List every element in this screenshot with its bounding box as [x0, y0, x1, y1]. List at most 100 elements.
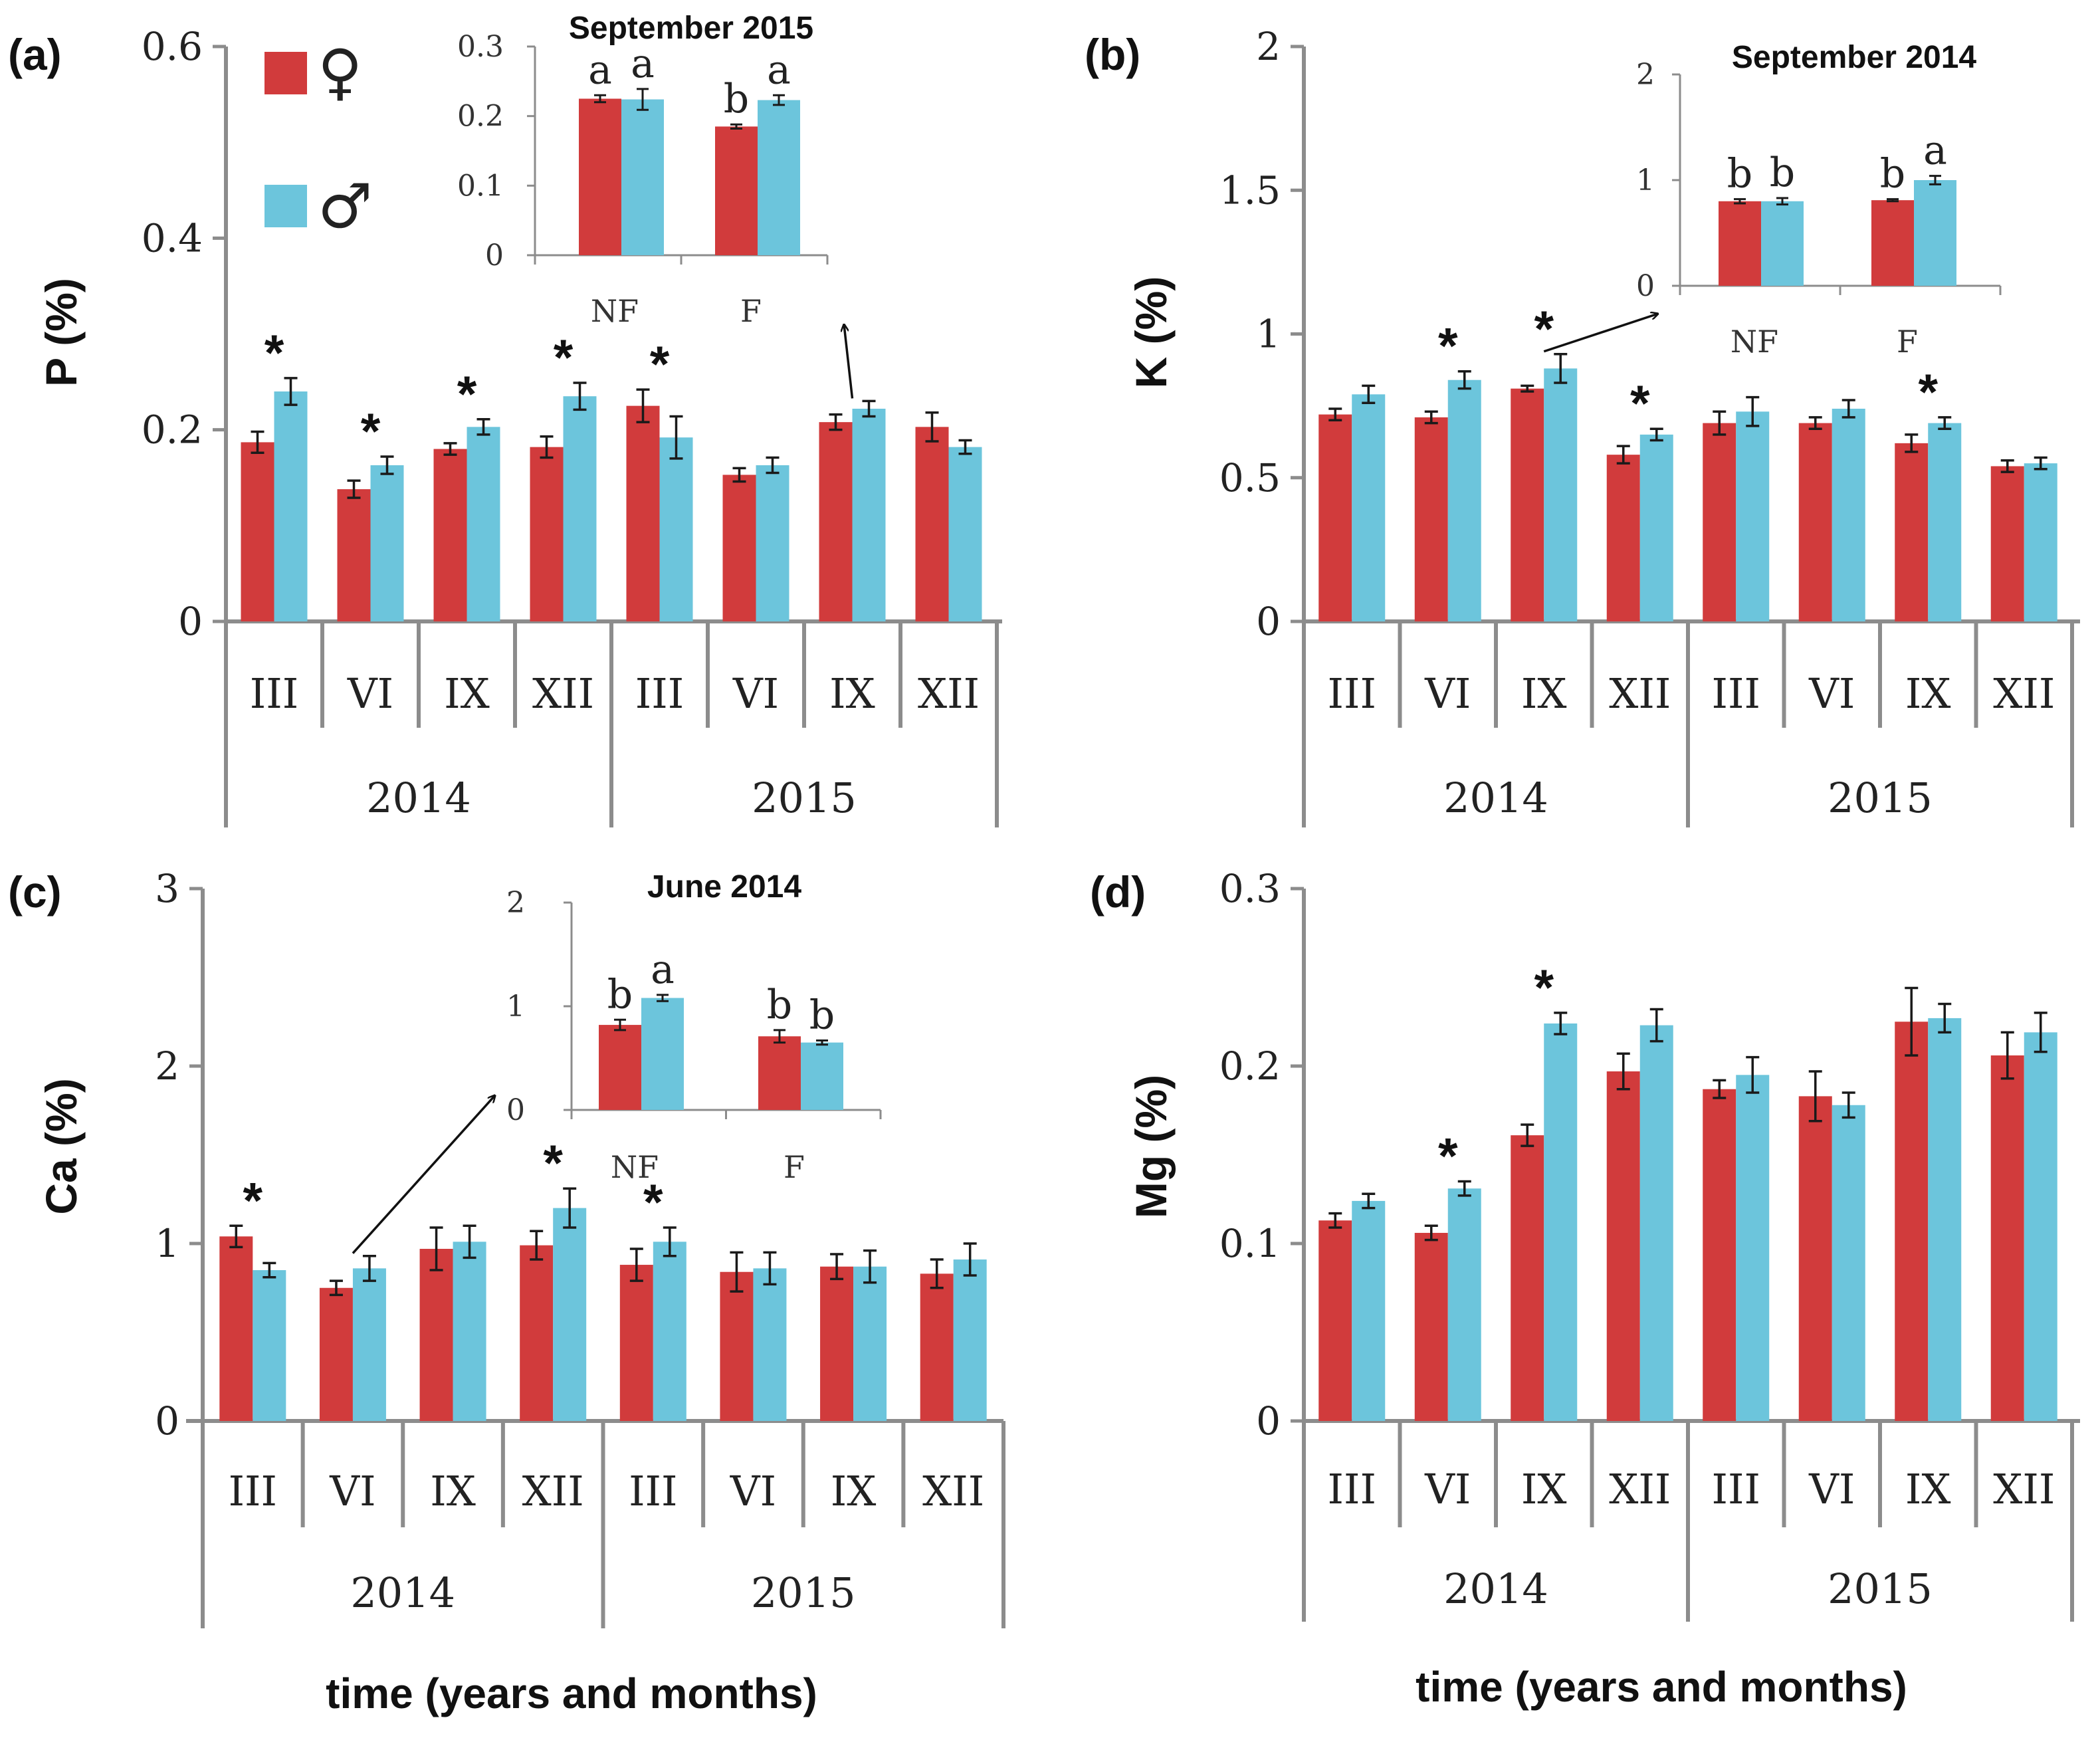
inset-arrow — [1543, 314, 1658, 353]
inset-bar-female — [599, 1025, 641, 1110]
inset-bar-female — [579, 98, 621, 255]
x-tick-label: III — [1328, 669, 1376, 718]
y-tick-label: 1 — [155, 1221, 179, 1266]
x-tick-label: IX — [430, 1467, 476, 1515]
inset-letter: a — [767, 47, 791, 93]
inset-letter: a — [588, 47, 612, 93]
bar-female — [1990, 466, 2024, 621]
significance-star: * — [264, 325, 284, 381]
inset-letter: b — [809, 992, 835, 1038]
y-tick-label: 3 — [155, 866, 179, 911]
inset-bar-female — [758, 1036, 801, 1110]
significance-star: * — [1438, 1129, 1458, 1185]
significance-star: * — [1438, 318, 1458, 375]
bar-male — [753, 1268, 787, 1421]
significance-star: * — [243, 1172, 263, 1229]
y-tick-label: 0 — [155, 1398, 179, 1444]
inset-y-tick-label: 0.3 — [457, 30, 504, 64]
year-label: 2014 — [1443, 774, 1548, 822]
panel-c-xtitle: time (years and months) — [326, 1670, 817, 1717]
panel-b-label: (b) — [1085, 30, 1140, 79]
x-tick-label: VI — [347, 669, 393, 718]
bar-male — [352, 1268, 386, 1421]
bar-male — [1544, 368, 1578, 621]
inset-bar-male — [801, 1042, 843, 1110]
bar-male — [370, 465, 404, 621]
chart-c: 0 1 2 3 III VI IX XII III VI IX XII 2014 2015 * * * June … — [155, 866, 1005, 1628]
year-label: 2014 — [1443, 1565, 1548, 1613]
inset-letter: a — [631, 41, 655, 87]
inset-arrow — [844, 324, 854, 399]
x-tick-label: VI — [730, 1467, 776, 1515]
bar-female — [626, 405, 660, 621]
x-tick-label: VI — [329, 1467, 375, 1515]
panel-d-xtitle: time (years and months) — [1416, 1663, 1907, 1711]
panel-d: (d) Mg (%) time (years and months) — [1090, 867, 1907, 1711]
inset-letter: a — [651, 946, 675, 993]
legend-female-swatch — [264, 52, 307, 94]
year-label: 2014 — [350, 1569, 455, 1617]
bar-male — [948, 447, 982, 621]
bar-female — [433, 449, 467, 621]
bar-female — [1798, 423, 1832, 621]
x-tick-label: XII — [532, 669, 594, 718]
significance-star: * — [1534, 960, 1554, 1016]
bar-female — [520, 1245, 554, 1421]
x-tick-label: XII — [1609, 669, 1671, 718]
inset-category-label: NF — [1731, 324, 1778, 360]
bar-male — [1928, 1018, 1962, 1421]
inset-category-label: F — [1897, 324, 1918, 360]
inset-y-tick-label: 2 — [1636, 58, 1655, 92]
inset-category-label: F — [740, 293, 762, 329]
x-tick-label: XII — [1993, 1465, 2055, 1513]
bar-male — [1447, 1188, 1481, 1421]
x-tick-label: IX — [1521, 669, 1567, 718]
x-tick-label: IX — [1905, 669, 1951, 718]
bar-female — [619, 1265, 653, 1421]
x-tick-label: VI — [732, 669, 779, 718]
x-tick-label: VI — [1424, 669, 1471, 718]
inset-title: September 2015 — [569, 11, 813, 46]
inset-category-label: NF — [611, 1149, 659, 1185]
x-tick-label: VI — [1424, 1465, 1471, 1513]
y-tick-label: 0 — [178, 599, 203, 644]
y-tick-label: 0.2 — [1219, 1043, 1281, 1089]
y-tick-label: 0.3 — [1219, 866, 1281, 911]
inset-y-tick-label: 0 — [506, 1093, 525, 1127]
panel-c: (c) Ca (%) time (years and months) — [8, 867, 817, 1717]
bar-female — [1606, 1071, 1640, 1421]
x-tick-label: XII — [522, 1467, 584, 1515]
y-tick-label: 0 — [1256, 599, 1281, 644]
panel-b-ylabel: K (%) — [1126, 276, 1176, 389]
bar-female — [820, 1266, 854, 1421]
inset-bar-male — [641, 998, 684, 1110]
bar-male — [852, 408, 886, 621]
y-tick-label: 1.5 — [1219, 167, 1281, 213]
chart-a: 0 0.2 0.4 0.6 III VI IX XII III VI IX XII 2014 2015 * *… — [142, 11, 1002, 827]
bar-female — [1318, 414, 1352, 621]
year-label: 2015 — [1828, 774, 1933, 822]
x-tick-label: III — [635, 669, 684, 718]
bar-male — [659, 437, 693, 621]
significance-star: * — [650, 336, 670, 393]
y-tick-label: 0.4 — [142, 215, 203, 261]
x-tick-label: IX — [831, 1467, 877, 1515]
inset-letter: b — [607, 971, 633, 1018]
bar-female — [1511, 388, 1544, 621]
inset-arrow — [352, 1095, 495, 1254]
bar-female — [1703, 423, 1736, 621]
bar-female — [1895, 1022, 1929, 1421]
bar-male — [756, 465, 789, 621]
inset-bar-male — [621, 99, 664, 255]
bar-female — [722, 475, 756, 621]
significance-star: * — [1918, 364, 1938, 421]
inset-letter: b — [1727, 151, 1752, 197]
bar-female — [720, 1271, 754, 1421]
bar-male — [1352, 1200, 1386, 1421]
x-tick-label: III — [1328, 1465, 1376, 1513]
significance-star: * — [543, 1135, 563, 1192]
bar-male — [467, 427, 500, 621]
